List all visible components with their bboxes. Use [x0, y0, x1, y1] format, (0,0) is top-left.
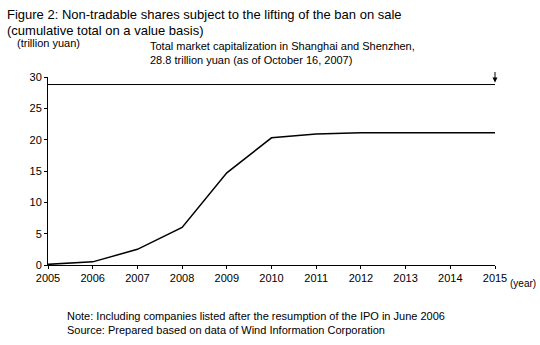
svg-text:2011: 2011: [304, 272, 328, 284]
svg-text:15: 15: [30, 165, 42, 177]
svg-text:20: 20: [30, 134, 42, 146]
svg-text:2007: 2007: [125, 272, 149, 284]
svg-text:5: 5: [36, 228, 42, 240]
svg-text:2013: 2013: [393, 272, 417, 284]
svg-text:2015: 2015: [483, 272, 507, 284]
svg-text:2012: 2012: [349, 272, 373, 284]
svg-text:2005: 2005: [36, 272, 60, 284]
svg-text:10: 10: [30, 196, 42, 208]
svg-text:2006: 2006: [80, 272, 104, 284]
svg-text:2010: 2010: [259, 272, 283, 284]
svg-text:(cumulative total on a value b: (cumulative total on a value basis): [7, 23, 204, 38]
svg-text:25: 25: [30, 102, 42, 114]
svg-text:(year): (year): [510, 278, 536, 289]
svg-text:2008: 2008: [170, 272, 194, 284]
svg-text:Total market capitalization in: Total market capitalization in Shanghai …: [150, 40, 415, 66]
svg-text:(trillion yuan): (trillion yuan): [17, 37, 80, 49]
svg-text:Figure 2: Non-tradable shares: Figure 2: Non-tradable shares subject to…: [7, 7, 402, 22]
svg-text:0: 0: [36, 259, 42, 271]
svg-text:Note: Including companies list: Note: Including companies listed after t…: [67, 310, 445, 322]
svg-text:2014: 2014: [438, 272, 462, 284]
svg-text:2009: 2009: [215, 272, 239, 284]
svg-text:Source: Prepared based on data: Source: Prepared based on data of Wind I…: [67, 324, 385, 336]
svg-text:30: 30: [30, 71, 42, 83]
